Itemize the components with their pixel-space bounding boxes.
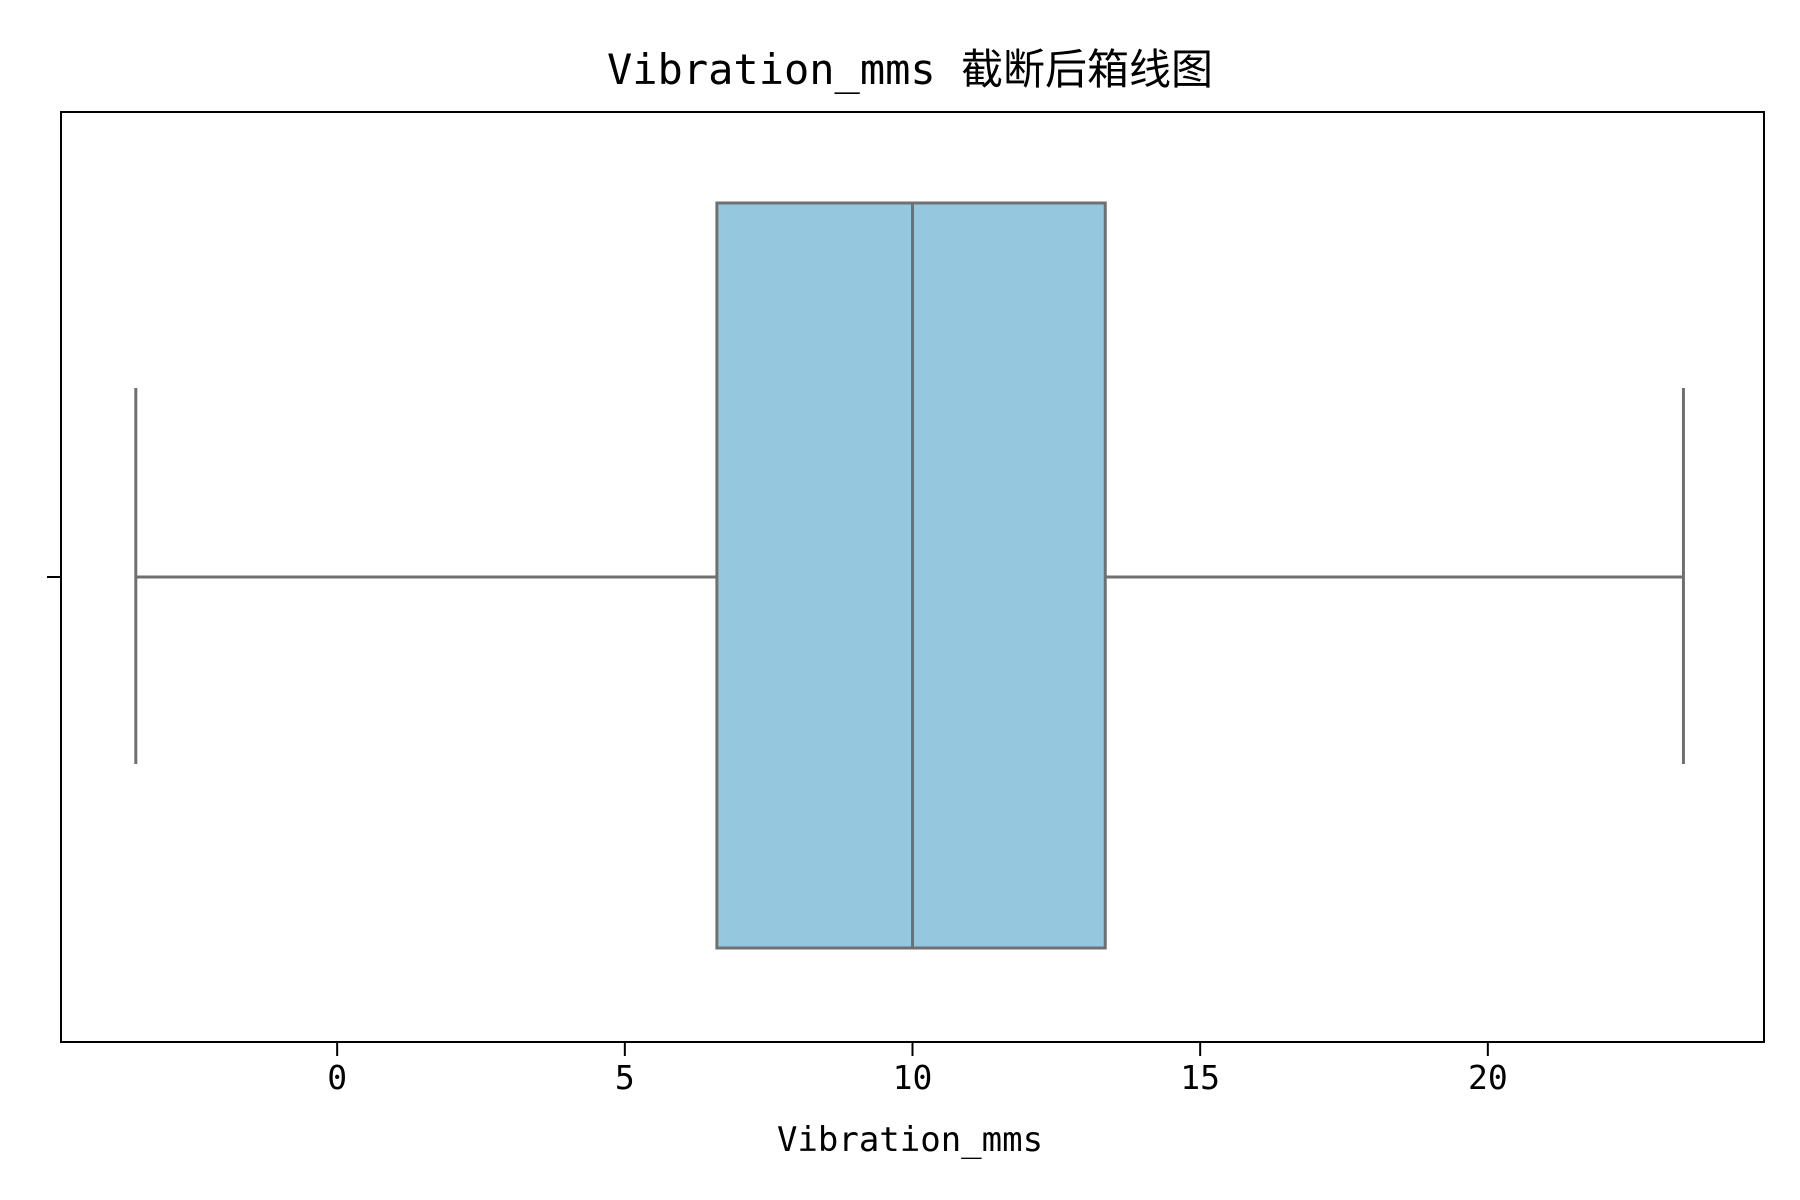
x-axis: 0 5 10 15 20: [327, 1042, 1508, 1097]
boxplot: [134, 201, 1685, 950]
x-axis-tick-label: 20: [1468, 1058, 1508, 1097]
chart-title: Vibration_mms 截断后箱线图: [607, 45, 1213, 94]
x-axis-tick-label: 10: [893, 1058, 933, 1097]
x-axis-label: Vibration_mms: [777, 1120, 1043, 1160]
x-axis-tick-label: 15: [1180, 1058, 1220, 1097]
x-axis-tick-label: 0: [327, 1058, 347, 1097]
x-axis-tick-label: 5: [615, 1058, 635, 1097]
